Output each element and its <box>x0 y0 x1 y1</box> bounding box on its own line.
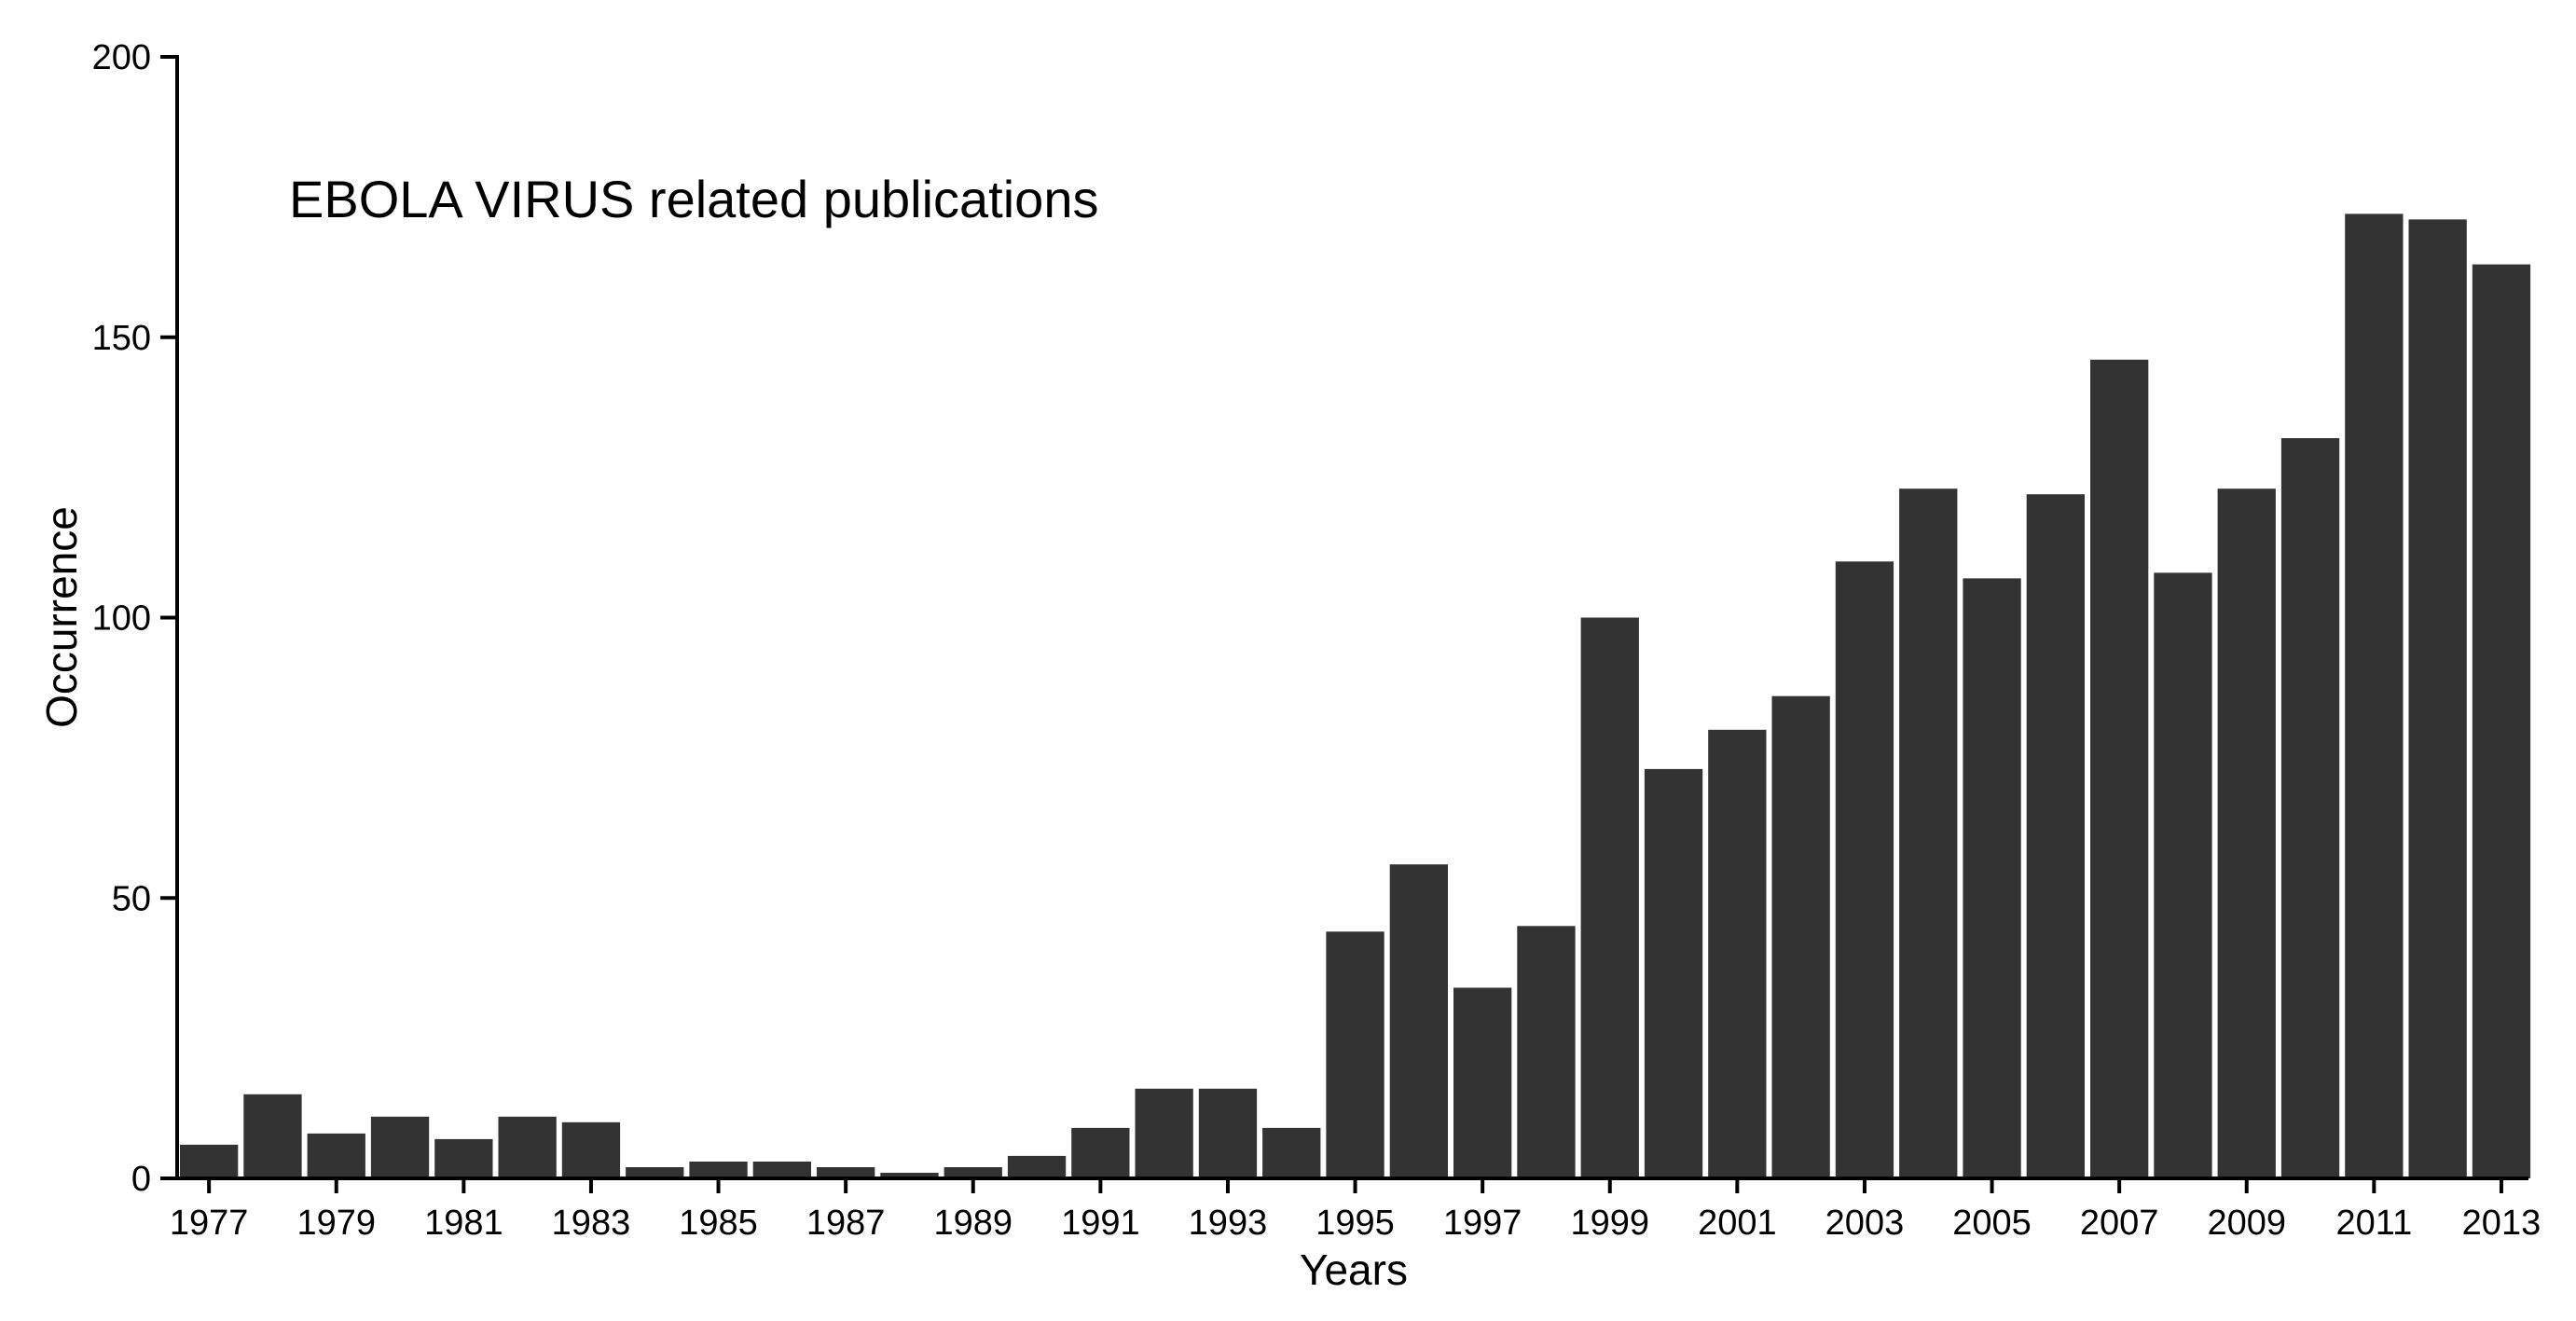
x-tick-label-1987: 1987 <box>806 1204 886 1243</box>
x-tick-label-2001: 2001 <box>1698 1204 1777 1243</box>
bar-2011 <box>2345 213 2404 1178</box>
bar-1981 <box>434 1138 493 1178</box>
bar-2012 <box>2408 219 2467 1178</box>
bar-1994 <box>1262 1127 1321 1178</box>
bar-1989 <box>944 1167 1002 1178</box>
y-tick-label-200: 200 <box>92 38 151 77</box>
bar-1978 <box>243 1094 302 1178</box>
x-tick-label-1991: 1991 <box>1061 1204 1140 1243</box>
bar-1985 <box>689 1162 748 1178</box>
bar-1980 <box>370 1116 430 1178</box>
bar-1997 <box>1453 987 1512 1178</box>
x-tick-label-1985: 1985 <box>679 1204 758 1243</box>
bar-1991 <box>1071 1127 1130 1178</box>
x-tick-label-1989: 1989 <box>933 1204 1012 1243</box>
x-tick-label-2005: 2005 <box>1952 1204 2032 1243</box>
bar-1987 <box>817 1167 875 1178</box>
bar-2010 <box>2280 438 2340 1178</box>
bar-2002 <box>1771 695 1830 1178</box>
chart-title: EBOLA VIRUS related publications <box>289 170 1098 228</box>
bar-1977 <box>180 1144 239 1178</box>
bar-1979 <box>307 1133 365 1178</box>
bar-2013 <box>2472 264 2531 1179</box>
bar-1983 <box>561 1121 621 1178</box>
bar-1992 <box>1135 1088 1193 1178</box>
x-tick-label-2003: 2003 <box>1825 1204 1905 1243</box>
bar-1998 <box>1517 926 1576 1178</box>
y-tick-label-100: 100 <box>92 599 151 639</box>
bar-1982 <box>498 1116 557 1178</box>
x-tick-label-2007: 2007 <box>2080 1204 2159 1243</box>
y-tick-label-0: 0 <box>131 1160 151 1199</box>
bar-1996 <box>1389 864 1448 1178</box>
bar-1993 <box>1198 1088 1258 1178</box>
x-tick-label-1977: 1977 <box>170 1204 249 1243</box>
bar-2009 <box>2217 488 2276 1178</box>
bar-2000 <box>1644 768 1703 1178</box>
bar-2003 <box>1835 561 1894 1178</box>
x-tick-label-1983: 1983 <box>552 1204 631 1243</box>
x-tick-label-2009: 2009 <box>2207 1204 2286 1243</box>
bar-2001 <box>1708 729 1767 1178</box>
x-tick-label-1999: 1999 <box>1570 1204 1649 1243</box>
bar-1986 <box>752 1162 811 1178</box>
x-tick-label-1981: 1981 <box>424 1204 503 1243</box>
x-tick-label-2011: 2011 <box>2335 1204 2412 1243</box>
bar-1999 <box>1580 617 1639 1178</box>
bar-2007 <box>2090 359 2149 1178</box>
x-tick-label-1997: 1997 <box>1443 1204 1522 1243</box>
y-ticks: 0 50 100 150 200 <box>92 38 177 1199</box>
x-tick-label-2013: 2013 <box>2462 1204 2542 1243</box>
bar-2008 <box>2154 572 2212 1178</box>
x-tick-label-1995: 1995 <box>1316 1204 1395 1243</box>
bar-1988 <box>880 1173 939 1178</box>
y-tick-label-150: 150 <box>92 319 151 358</box>
bar-2004 <box>1899 488 1958 1178</box>
bars-layer <box>180 213 2531 1179</box>
bar-1984 <box>626 1167 684 1178</box>
y-axis-title: Occurrence <box>37 506 86 728</box>
bar-2005 <box>1963 578 2021 1178</box>
x-tick-label-1979: 1979 <box>296 1204 376 1243</box>
x-tick-label-1993: 1993 <box>1189 1204 1268 1243</box>
bar-2006 <box>2026 494 2085 1178</box>
bar-1995 <box>1326 931 1384 1178</box>
bar-1990 <box>1007 1155 1067 1178</box>
x-axis-title: Years <box>1300 1245 1408 1294</box>
x-ticks: 1977 1979 1981 1983 1985 1987 1989 1991 1993 1995… <box>170 1178 2541 1243</box>
y-tick-label-50: 50 <box>112 879 151 918</box>
